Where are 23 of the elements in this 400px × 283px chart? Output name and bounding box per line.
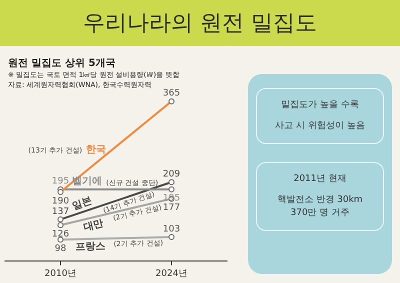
data-label: 177 <box>162 203 180 214</box>
text: 370만 명 거주 <box>290 207 350 220</box>
data-label: 365 <box>162 88 180 99</box>
chart-subtitle: 원전 밀집도 상위 5개국 <box>8 57 116 70</box>
series-label: 벨기에 <box>72 176 102 187</box>
text: 사고 시 위험성이 높음 <box>274 120 366 133</box>
data-label: 190 <box>52 196 70 206</box>
x-tick-label: 2024년 <box>156 268 188 279</box>
data-label: 103 <box>162 224 180 234</box>
data-label: 137 <box>52 206 70 217</box>
text: 대만 <box>82 218 104 234</box>
x-tick-label: 2010년 <box>44 268 76 279</box>
data-label: 209 <box>162 169 180 180</box>
text: 밀집도가 높을 수록 <box>280 99 360 112</box>
text: 핵발전소 반경 30km <box>276 194 364 207</box>
chart-title: 우리나라의 원전 밀집도 <box>0 0 400 46</box>
data-label: 126 <box>52 229 70 240</box>
text: 일본 <box>71 195 94 212</box>
data-label: 195 <box>52 176 70 187</box>
series-label: 한국 <box>86 144 106 156</box>
series-label: 프랑스 <box>76 241 106 253</box>
text: 2011년 현재 <box>292 173 348 186</box>
data-label: 98 <box>54 244 66 254</box>
